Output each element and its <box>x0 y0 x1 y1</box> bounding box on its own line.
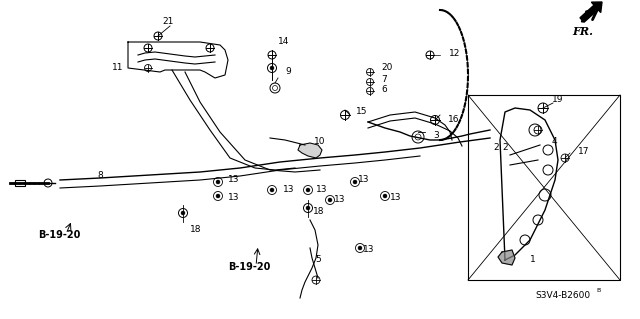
Text: 9: 9 <box>285 68 291 77</box>
Text: 18: 18 <box>190 226 202 234</box>
Text: B-19-20: B-19-20 <box>228 262 270 272</box>
Text: 18: 18 <box>313 207 324 217</box>
Text: 10: 10 <box>314 137 326 146</box>
Circle shape <box>358 246 362 250</box>
Text: 7: 7 <box>381 75 387 84</box>
Text: 17: 17 <box>578 147 589 157</box>
Text: 13: 13 <box>390 192 401 202</box>
Text: B-19-20: B-19-20 <box>38 230 81 240</box>
Text: FR.: FR. <box>572 26 593 37</box>
Text: 13: 13 <box>228 175 239 184</box>
Text: 21: 21 <box>162 18 173 26</box>
Text: 13: 13 <box>283 186 294 195</box>
Text: 13: 13 <box>316 186 328 195</box>
Circle shape <box>353 180 357 184</box>
FancyArrow shape <box>580 2 602 22</box>
Circle shape <box>328 198 332 202</box>
Text: 16: 16 <box>448 115 460 123</box>
Circle shape <box>216 180 220 184</box>
Text: 13: 13 <box>363 246 374 255</box>
Text: 4: 4 <box>552 137 557 145</box>
Circle shape <box>270 188 274 192</box>
Circle shape <box>306 206 310 210</box>
Text: 11: 11 <box>112 63 124 72</box>
Text: 1: 1 <box>530 256 536 264</box>
Text: 20: 20 <box>381 63 392 72</box>
Text: B: B <box>596 288 600 293</box>
Text: 2: 2 <box>502 144 508 152</box>
Circle shape <box>216 194 220 198</box>
Circle shape <box>181 211 185 215</box>
Text: 15: 15 <box>356 107 367 115</box>
Polygon shape <box>498 250 515 265</box>
Text: 6: 6 <box>381 85 387 94</box>
Bar <box>15 180 25 186</box>
Polygon shape <box>298 143 322 158</box>
Text: 13: 13 <box>228 192 239 202</box>
Text: 19: 19 <box>552 95 563 105</box>
Text: 13: 13 <box>358 175 369 184</box>
Circle shape <box>383 194 387 198</box>
Text: 13: 13 <box>334 196 346 204</box>
Text: 5: 5 <box>315 256 321 264</box>
Circle shape <box>306 188 310 192</box>
Text: S3V4-B2600: S3V4-B2600 <box>535 292 590 300</box>
Text: 14: 14 <box>278 38 289 47</box>
Text: 8: 8 <box>97 170 103 180</box>
Text: 2: 2 <box>493 144 499 152</box>
Text: 3: 3 <box>433 131 439 140</box>
Text: 12: 12 <box>449 48 460 57</box>
Circle shape <box>270 66 274 70</box>
